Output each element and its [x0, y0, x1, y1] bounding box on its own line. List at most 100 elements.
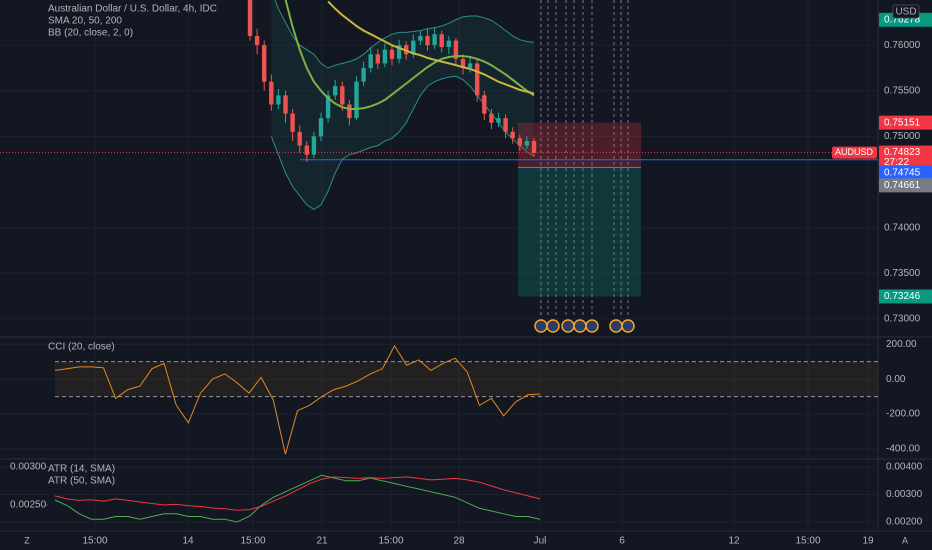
candle-body	[382, 49, 388, 64]
time-tick-label: 14	[182, 536, 194, 547]
atr-left-tick-label: 0.00250	[10, 500, 47, 511]
event-markers	[540, 0, 629, 318]
price-tick-label: 0.75500	[884, 85, 921, 96]
last-price-label: 0.74823	[884, 147, 921, 158]
atr-pane	[54, 474, 541, 523]
candle-body	[475, 63, 480, 96]
top-price-label: 0.76278	[884, 14, 921, 25]
atr-tick-label: 0.00400	[886, 462, 923, 473]
candle-body	[439, 34, 444, 47]
price-tick-label: 0.73500	[884, 268, 921, 279]
candle-body	[517, 138, 522, 146]
time-tick-label: 21	[316, 536, 328, 547]
entry-price-label: 0.74661	[884, 180, 921, 191]
symbol-tag-bg	[832, 146, 877, 159]
candle-body	[276, 95, 281, 105]
target-zone	[518, 167, 641, 297]
time-tick-label: 19	[862, 536, 874, 547]
candle-body	[425, 36, 430, 46]
candle-body	[283, 95, 288, 114]
candle-body	[311, 136, 317, 155]
price-tick-label: 0.74000	[884, 222, 921, 233]
bb-lower	[270, 75, 535, 210]
candle-body	[254, 36, 260, 46]
timezone-button[interactable]: Z	[24, 535, 30, 545]
symbol-title: Australian Dollar / U.S. Dollar, 4h, IDC	[48, 4, 217, 15]
candle-body	[460, 58, 466, 68]
candle-body	[467, 63, 473, 68]
target-price-label: 0.73246	[884, 291, 921, 302]
candle-body	[389, 49, 395, 59]
time-tick-label: 12	[728, 536, 740, 547]
price-tick-label: 0.73000	[884, 314, 921, 325]
time-tick-label: 6	[619, 536, 625, 547]
candle-body	[368, 54, 373, 68]
candle-body	[347, 104, 352, 119]
event-icons[interactable]	[534, 319, 635, 333]
atr-legend: ATR (50, SMA)	[48, 476, 115, 487]
cci-tick-label: 200.00	[886, 339, 917, 350]
cci-tick-label: -200.00	[886, 409, 920, 420]
sma-50	[327, 0, 535, 95]
stop-zone	[518, 122, 641, 168]
last-price-bg	[879, 145, 932, 170]
axes: 0.76000 0.75500 0.75000 0.74000 0.73500 0.730…	[10, 4, 932, 547]
price-tick-label: 0.76000	[884, 40, 921, 51]
candle-body	[482, 95, 487, 114]
atr-line	[54, 476, 541, 511]
candle-body	[432, 34, 437, 46]
candle-body	[269, 81, 274, 105]
cci-band-fill	[55, 361, 878, 397]
candle-body	[290, 113, 295, 132]
time-tick-label: 15:00	[82, 536, 107, 547]
cci-pane	[54, 344, 878, 455]
study-legend: SMA 20, 50, 200	[48, 16, 122, 27]
main-pane	[0, 0, 878, 297]
time-tick-label: Jul	[534, 536, 547, 547]
stop-price-label: 0.75151	[884, 117, 921, 128]
candle-body	[524, 140, 530, 146]
cci-tick-label: -400.00	[886, 444, 920, 455]
candle-body	[354, 81, 359, 119]
candle-body	[453, 40, 459, 59]
auto-scale-button[interactable]: A	[902, 535, 908, 545]
currency-label: USD	[895, 7, 916, 18]
candle-body	[361, 67, 366, 82]
candle-body	[333, 86, 338, 96]
sma-20	[284, 0, 535, 110]
candle-body	[318, 118, 324, 137]
atr-left-tick-label: 0.00300	[10, 462, 47, 473]
candle-body	[325, 95, 331, 119]
cci-legend: CCI (20, close)	[48, 342, 115, 353]
candle-body	[411, 40, 416, 55]
grid	[0, 0, 878, 530]
entry-price-label-bg	[879, 178, 932, 193]
candle-body	[247, 0, 253, 37]
countdown: 27:22	[884, 157, 909, 168]
candle-body	[304, 145, 309, 155]
candle-body	[446, 40, 451, 47]
time-tick-label: 15:00	[378, 536, 403, 547]
atr-legend: ATR (14, SMA)	[48, 464, 115, 475]
cci-tick-label: 0.00	[886, 374, 906, 385]
time-tick-label: 15:00	[795, 536, 820, 547]
atr-line	[54, 474, 541, 523]
currency-bg	[892, 4, 920, 19]
candle-body	[503, 118, 508, 132]
bb-fill	[271, 0, 534, 210]
atr-tick-label: 0.00200	[886, 517, 923, 528]
candle-body	[418, 36, 423, 41]
study-legend: BB (20, close, 2, 0)	[48, 28, 133, 39]
candle-body	[396, 45, 402, 59]
candle-body	[510, 131, 515, 139]
symbol-tag: AUDUSD	[835, 147, 874, 157]
atr-tick-label: 0.00300	[886, 489, 923, 500]
target-price-label-bg	[879, 289, 932, 304]
stop-price-label-bg	[879, 115, 932, 130]
candle-body	[297, 131, 302, 146]
price-tick-label: 0.75000	[884, 131, 921, 142]
time-tick-label: 28	[453, 536, 465, 547]
bb-upper	[274, 0, 535, 69]
